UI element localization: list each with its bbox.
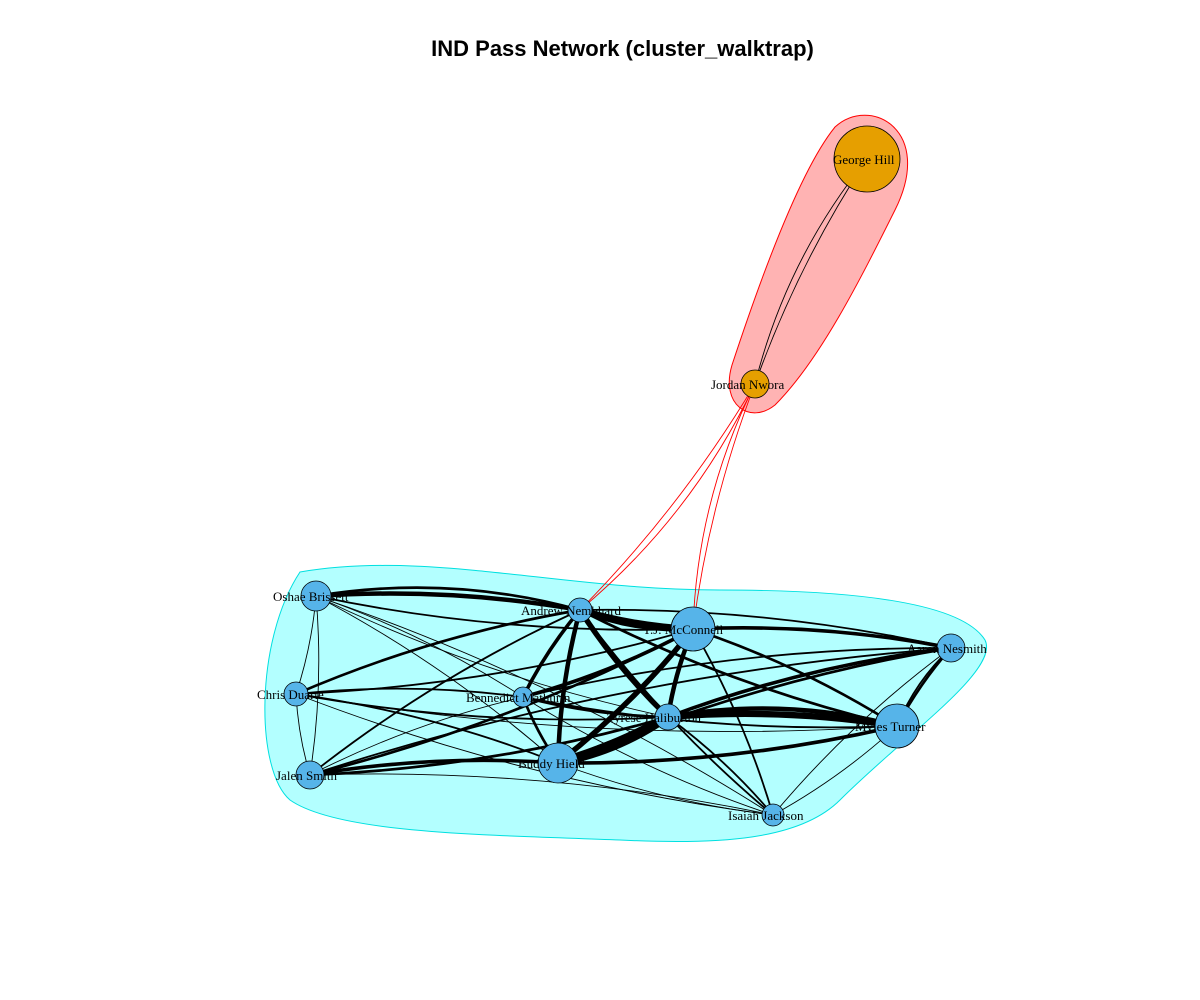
node-oshae-brissett: Oshae Brissett [273,580,349,612]
edge-myles_turner-to-bennedict_mathurin [522,696,898,729]
node-circle [740,369,770,399]
edge-oshae_brissett-to-andrew_nembhard [315,591,581,613]
edge-jalen_smith-to-isaiah_jackson [309,773,774,816]
edge-aaron_nesmith-to-jalen_smith [309,647,952,776]
node-circle [300,580,332,612]
edge-oshae_brissett-to-tyrese_haliburton [315,595,669,718]
edge-tyrese_haliburton-to-isaiah_jackson [667,716,774,816]
node-label: Bennedict Mathurin [466,690,571,705]
node-tj-mcconnell: T.J. McConnell [643,606,724,652]
node-circle [874,703,920,749]
edge-chris_duarte-to-bennedict_mathurin [295,687,524,698]
node-label: Chris Duarte [257,687,324,702]
node-jordan-nwora: Jordan Nwora [711,369,785,399]
edge-tj_mcconnell-to-buddy_hield [556,627,696,766]
edge-andrew_nembhard-to-jalen_smith [309,609,581,776]
node-aaron-nesmith: Aaron Nesmith [907,633,987,663]
node-isaiah-jackson: Isaiah Jackson [728,803,804,827]
node-label: George Hill [833,152,895,167]
node-circle [654,703,682,731]
edge-tyrese_haliburton-to-aaron_nesmith [667,646,952,719]
edge-aaron_nesmith-to-bennedict_mathurin [522,647,952,698]
node-label: Tyrese Haliburton [607,710,702,725]
node-circle [512,686,534,708]
edge-buddy_hield-to-aaron_nesmith [557,646,952,765]
node-bennedict-mathurin: Bennedict Mathurin [466,686,571,708]
edge-tj_mcconnell-to-jordan_nwora [692,383,756,630]
edge-oshae_brissett-to-isaiah_jackson [315,595,774,816]
edge-tj_mcconnell-to-aaron_nesmith [692,626,952,650]
node-circle [295,760,325,790]
node-george-hill: George Hill [833,125,901,193]
edge-andrew_nembhard-to-chris_duarte [295,608,581,696]
edge-tj_mcconnell-to-chris_duarte [295,628,694,695]
node-label: Myles Turner [855,719,926,734]
edge-buddy_hield-to-myles_turner [557,724,898,765]
edge-tj_mcconnell-to-isaiah_jackson [692,628,774,816]
node-circle [670,606,716,652]
node-circle [283,681,309,707]
edge-andrew_nembhard-to-jordan_nwora [579,383,756,611]
edge-myles_turner-to-chris_duarte [295,693,898,733]
edge-chris_duarte-to-isaiah_jackson [295,693,774,816]
edge-jordan_nwora-to-tj_mcconnell [692,383,756,630]
node-circle [567,597,593,623]
edge-myles_turner-to-tyrese_haliburton [667,706,898,729]
edge-bennedict_mathurin-to-isaiah_jackson [522,696,774,816]
node-label: Jordan Nwora [711,377,785,392]
node-chris-duarte: Chris Duarte [257,681,324,707]
node-circle [936,633,966,663]
node-label: Buddy Hield [518,756,585,771]
chart-title: IND Pass Network (cluster_walktrap) [431,36,814,61]
node-label: Oshae Brissett [273,589,349,604]
node-label: Aaron Nesmith [907,641,987,656]
node-label: Andrew Nembhard [521,603,621,618]
edge-andrew_nembhard-to-oshae_brissett [315,586,581,612]
node-label: Jalen Smith [276,768,338,783]
edge-oshae_brissett-to-buddy_hield [315,595,559,764]
edge-jalen_smith-to-bennedict_mathurin [309,696,524,776]
edge-tyrese_haliburton-to-myles_turner [667,710,898,730]
node-andrew-nembhard: Andrew Nembhard [521,597,621,623]
edge-aaron_nesmith-to-isaiah_jackson [772,647,952,816]
node-jalen-smith: Jalen Smith [276,760,338,790]
edge-tj_mcconnell-to-jalen_smith [309,627,694,777]
node-tyrese-haliburton: Tyrese Haliburton [607,703,702,731]
node-circle [833,125,901,193]
edge-oshae_brissett-to-tj_mcconnell [315,595,694,631]
nodes-layer: George Hill Jordan Nwora Oshae Brissett And… [257,125,987,827]
node-buddy-hield: Buddy Hield [518,742,585,784]
node-circle [537,742,579,784]
node-circle [761,803,785,827]
edge-buddy_hield-to-jalen_smith [309,758,559,777]
node-label: Isaiah Jackson [728,808,804,823]
edge-jordan_nwora-to-andrew_nembhard [579,383,756,611]
node-label: T.J. McConnell [643,622,724,637]
node-myles-turner: Myles Turner [855,703,926,749]
